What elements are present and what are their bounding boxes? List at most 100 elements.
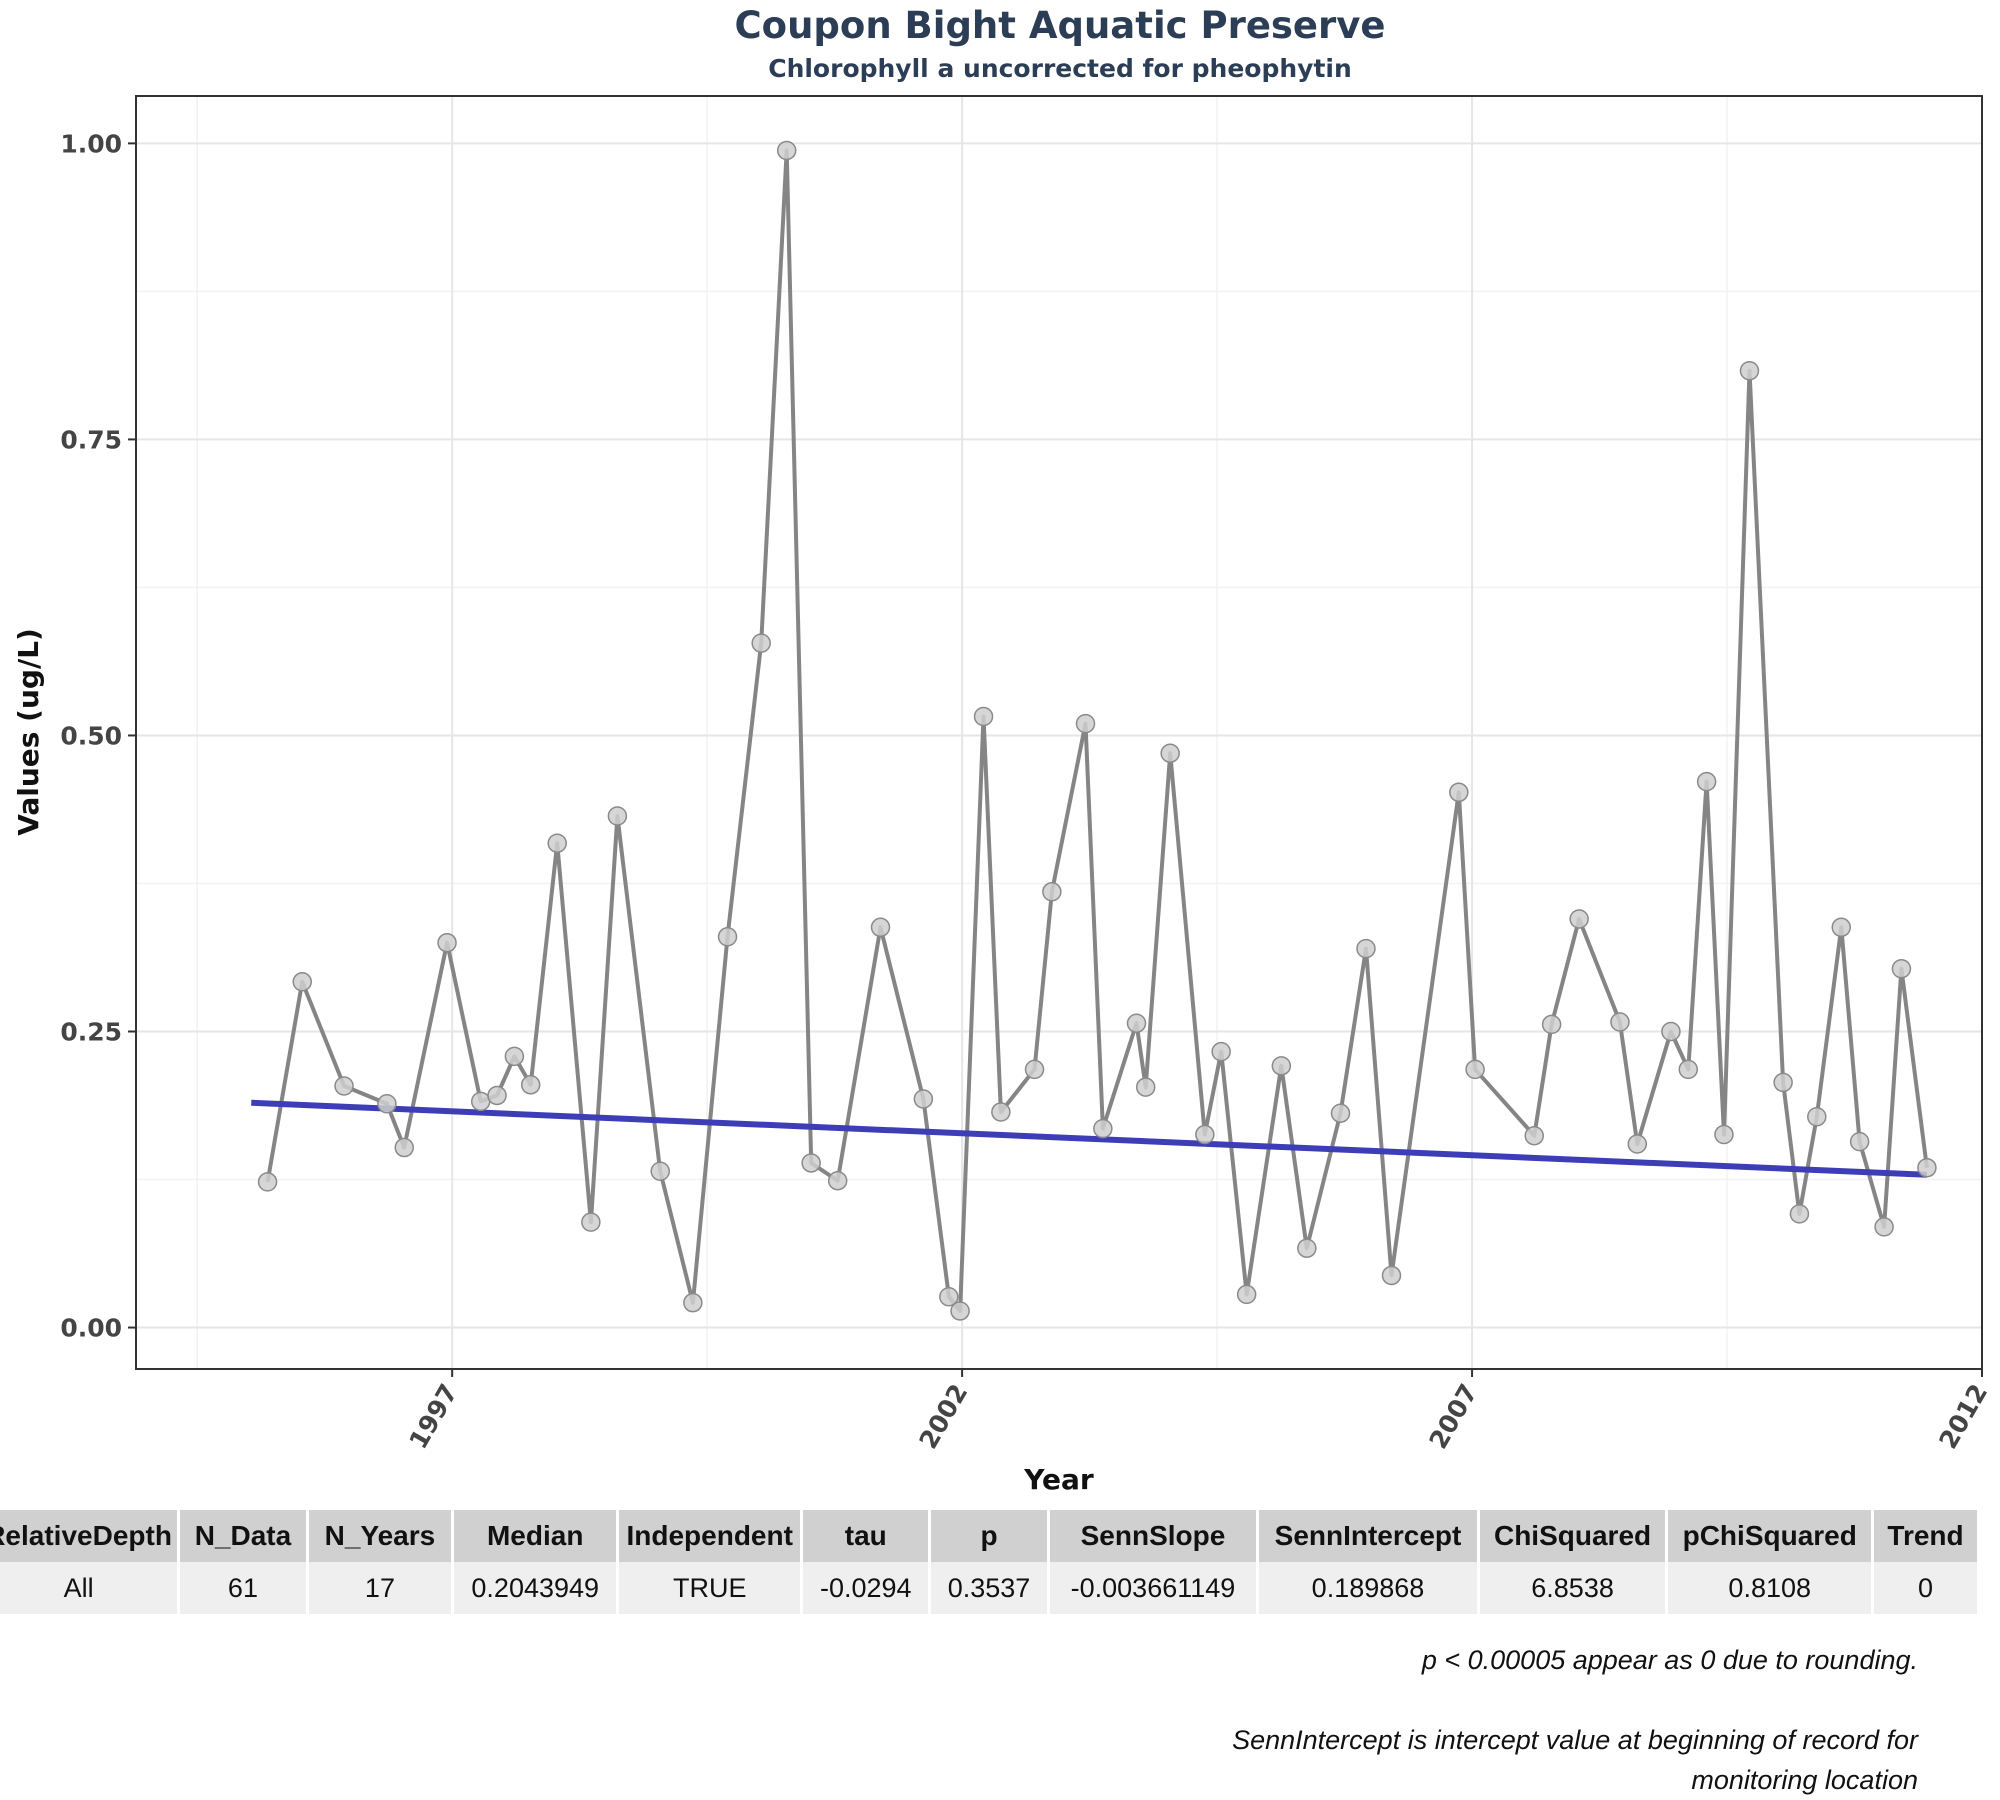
data-points: [257, 140, 1937, 1321]
data-point: [1330, 1103, 1351, 1123]
data-point: [1195, 1124, 1215, 1145]
table-cell: All: [0, 1562, 181, 1614]
data-point: [1696, 771, 1717, 792]
data-point: [470, 1091, 491, 1112]
data-point: [950, 1301, 970, 1321]
trend-line: [251, 1099, 1928, 1178]
table-header-cell: SennSlope: [1048, 1510, 1260, 1562]
y-tick-label: 0.75: [60, 425, 122, 454]
table-header-cell: N_Data: [178, 1510, 309, 1562]
table-cell: 0.8108: [1666, 1562, 1875, 1614]
data-point: [1093, 1118, 1113, 1139]
table-row: All 61 17 0.2043949 TRUE -0.0294 0.3537 -0.0036…: [0, 1562, 1980, 1614]
table-header-cell: N_Years: [307, 1510, 455, 1562]
plot-panel: [135, 95, 1983, 1370]
data-point: [991, 1102, 1011, 1122]
trend-line-group: [251, 1099, 1928, 1178]
y-tick-label: 0.25: [60, 1018, 122, 1047]
table-header-cell: RelativeDepth: [0, 1510, 181, 1562]
data-point: [1160, 743, 1180, 763]
data-point: [1042, 882, 1062, 902]
data-point: [1831, 917, 1852, 938]
chart-plot: 0.00 0.25 0.50 0.75 1.00 1997 2002 2007 2012 Ye…: [12, 95, 1993, 1496]
data-point: [377, 1093, 397, 1114]
table-cell: 0.189868: [1257, 1562, 1480, 1614]
table-header-cell: Trend: [1872, 1510, 1980, 1562]
data-point: [547, 833, 567, 853]
data-point: [581, 1212, 601, 1232]
data-point: [1271, 1056, 1292, 1076]
plot-border: [135, 95, 1983, 1370]
data-point: [1874, 1217, 1894, 1237]
data-point: [292, 972, 312, 992]
data-point: [1627, 1134, 1648, 1154]
data-point: [683, 1292, 703, 1313]
data-point: [257, 1172, 278, 1192]
data-point: [1661, 1021, 1681, 1042]
table-header-cell: SennIntercept: [1257, 1510, 1480, 1562]
table-cell: TRUE: [617, 1562, 804, 1614]
data-point: [1135, 1077, 1156, 1097]
data-point: [1714, 1124, 1734, 1145]
data-point: [1541, 1014, 1562, 1035]
data-point: [1126, 1013, 1147, 1033]
table-cell: 6.8538: [1478, 1562, 1669, 1614]
data-point: [1849, 1131, 1870, 1152]
data-point: [939, 1287, 959, 1307]
data-point: [1211, 1041, 1231, 1062]
data-point: [913, 1089, 934, 1109]
data-point: [1075, 713, 1096, 734]
data-point: [650, 1161, 670, 1181]
x-axis-ticks: 1997 2002 2007 2012: [404, 1369, 1993, 1454]
table-cell: 0.3537: [929, 1562, 1050, 1614]
x-tick-label: 1997: [404, 1379, 464, 1454]
table-header-cell: Median: [452, 1510, 620, 1562]
footnote-intercept: SennIntercept is intercept value at begi…: [1232, 1725, 1918, 1795]
data-point: [1449, 782, 1469, 803]
table-header-row: RelativeDepth N_Data N_Years Median Independ…: [0, 1510, 1980, 1562]
data-point: [487, 1085, 507, 1106]
data-point: [1524, 1125, 1545, 1146]
table-header-cell: Independent: [617, 1510, 804, 1562]
data-point: [1891, 958, 1912, 979]
data-point: [1678, 1059, 1699, 1080]
x-tick-label: 2007: [1423, 1379, 1483, 1454]
data-point: [1024, 1059, 1045, 1080]
data-point: [801, 1153, 821, 1173]
data-point: [751, 633, 771, 653]
data-point: [520, 1075, 541, 1095]
stats-table: RelativeDepth N_Data N_Years Median Independ…: [0, 1510, 1980, 1614]
y-axis-ticks: 0.00 0.25 0.50 0.75 1.00: [60, 129, 136, 1343]
data-point: [1356, 938, 1376, 959]
y-axis-label: Values (ug/L): [12, 628, 45, 836]
table-cell: -0.0294: [801, 1562, 932, 1614]
data-point: [607, 806, 628, 826]
x-axis-label: Year: [1023, 1463, 1094, 1496]
data-point: [973, 706, 994, 727]
data-point: [334, 1076, 354, 1096]
table-header-cell: ChiSquared: [1478, 1510, 1669, 1562]
y-tick-label: 0.00: [60, 1314, 122, 1343]
y-tick-label: 1.00: [60, 129, 122, 158]
y-tick-label: 0.50: [60, 721, 122, 750]
data-point: [1773, 1072, 1793, 1093]
chart-title: Coupon Bight Aquatic Preserve: [734, 4, 1386, 47]
x-tick-label: 2012: [1933, 1379, 1993, 1454]
footnote-rounding: p < 0.00005 appear as 0 due to rounding.: [1421, 1645, 1918, 1675]
data-point: [437, 932, 457, 953]
data-point: [1297, 1238, 1317, 1258]
data-point: [776, 140, 797, 161]
data-point: [717, 927, 738, 947]
x-tick-label: 2002: [913, 1379, 973, 1454]
data-point: [1465, 1059, 1485, 1080]
table-cell: 0: [1872, 1562, 1980, 1614]
table-cell: 0.2043949: [452, 1562, 620, 1614]
table-cell: 61: [178, 1562, 309, 1614]
data-point: [1381, 1265, 1402, 1286]
table-cell: -0.003661149: [1048, 1562, 1260, 1614]
data-point: [870, 917, 891, 938]
data-point: [504, 1046, 525, 1067]
data-point: [1739, 360, 1760, 381]
data-point: [1807, 1107, 1827, 1127]
table-header-cell: tau: [801, 1510, 932, 1562]
